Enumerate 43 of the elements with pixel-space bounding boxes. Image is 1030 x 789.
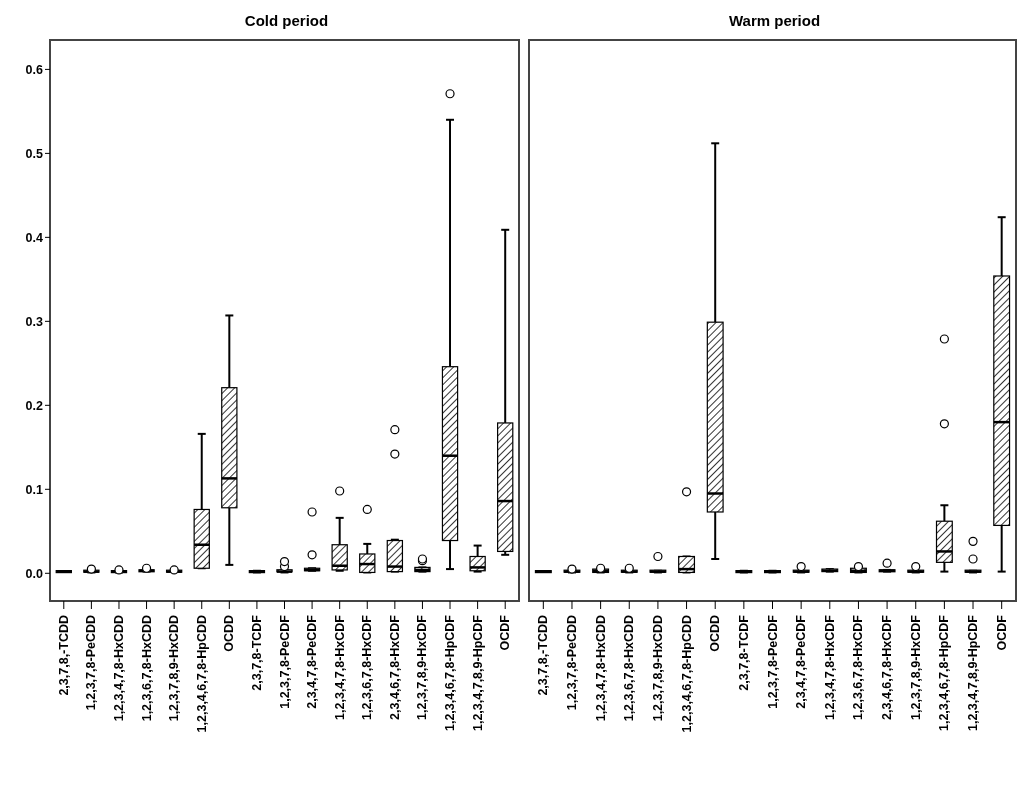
x-tick-label: 2,3,7,8-TCDF [736,614,751,691]
y-tick-label: 0.3 [25,314,44,329]
x-tick-label: OCDF [994,614,1009,651]
x-tick-label: 2,3,7,8,-TCDD [536,615,551,696]
x-tick-label: 1,2,3,4,6,7,8-HpCDD [679,615,694,733]
x-tick-label: 2,3,4,7,8-PeCDF [794,614,809,709]
y-tick-label: 0.2 [25,398,44,413]
x-tick-label: 1,2,3,4,7,8,9-HpCDF [470,614,485,732]
x-tick-label: 1,2,3,7,8-PeCDD [564,615,579,711]
x-tick-label: 1,2,3,4,7,8-HxCDF [822,614,837,720]
x-tick-label: 1,2,3,7,8,9-HxCDD [650,615,665,722]
x-tick-label: 1,2,3,4,6,7,8-HpCDD [194,615,209,733]
x-tick-label: 2,3,4,7,8-PeCDF [305,614,320,709]
x-tick-label: 2,3,4,6,7,8-HxCDF [387,614,402,720]
x-tick-label: 1,2,3,4,7,8,9-HpCDF [966,614,981,732]
x-tick-label: 1,2,3,4,7,8-HxCDD [111,615,126,722]
x-tick-label: 1,2,3,7,8-PeCDF [277,614,292,709]
chart-title: Cold period [243,11,330,31]
x-tick-label: 1,2,3,7,8,9-HxCDF [908,614,923,720]
x-tick-label: 2,3,7,8,-TCDD [56,615,71,696]
x-tick-label: 2,3,7,8-TCDF [249,614,264,691]
x-tick-label: 1,2,3,4,7,8-HxCDD [593,615,608,722]
chart-title: Warm period [727,11,822,31]
y-tick-label: 0.5 [25,146,44,161]
x-tick-label: 1,2,3,6,7,8-HxCDD [139,615,154,722]
x-tick-label: OCDF [498,614,513,651]
x-tick-label: 1,2,3,7,8-PeCDF [765,614,780,709]
x-tick-label: 1,2,3,4,6,7,8-HpCDF [937,614,952,732]
x-tick-label: 1,2,3,7,8,9-HxCDD [167,615,182,722]
x-tick-label: 1,2,3,6,7,8-HxCDD [622,615,637,722]
x-tick-label: 1,2,3,6,7,8-HxCDF [360,614,375,720]
x-tick-label: OCDD [222,615,237,652]
x-tick-label: 1,2,3,6,7,8-HxCDF [851,614,866,720]
y-tick-label: 0.4 [25,230,44,245]
x-tick-label: 1,2,3,4,6,7,8-HpCDF [443,614,458,732]
x-tick-label: 2,3,4,6,7,8-HxCDF [880,614,895,720]
x-tick-label: 1,2,3,4,7,8-HxCDF [332,614,347,720]
y-tick-label: 0.1 [25,482,44,497]
y-tick-label: 0.0 [25,566,44,581]
x-tick-label: 1,2,3,7,8,9-HxCDF [415,614,430,720]
x-tick-label: OCDD [708,615,723,652]
y-tick-label: 0.6 [25,62,44,77]
x-tick-label: 1,2,3,7,8-PeCDD [84,615,99,711]
